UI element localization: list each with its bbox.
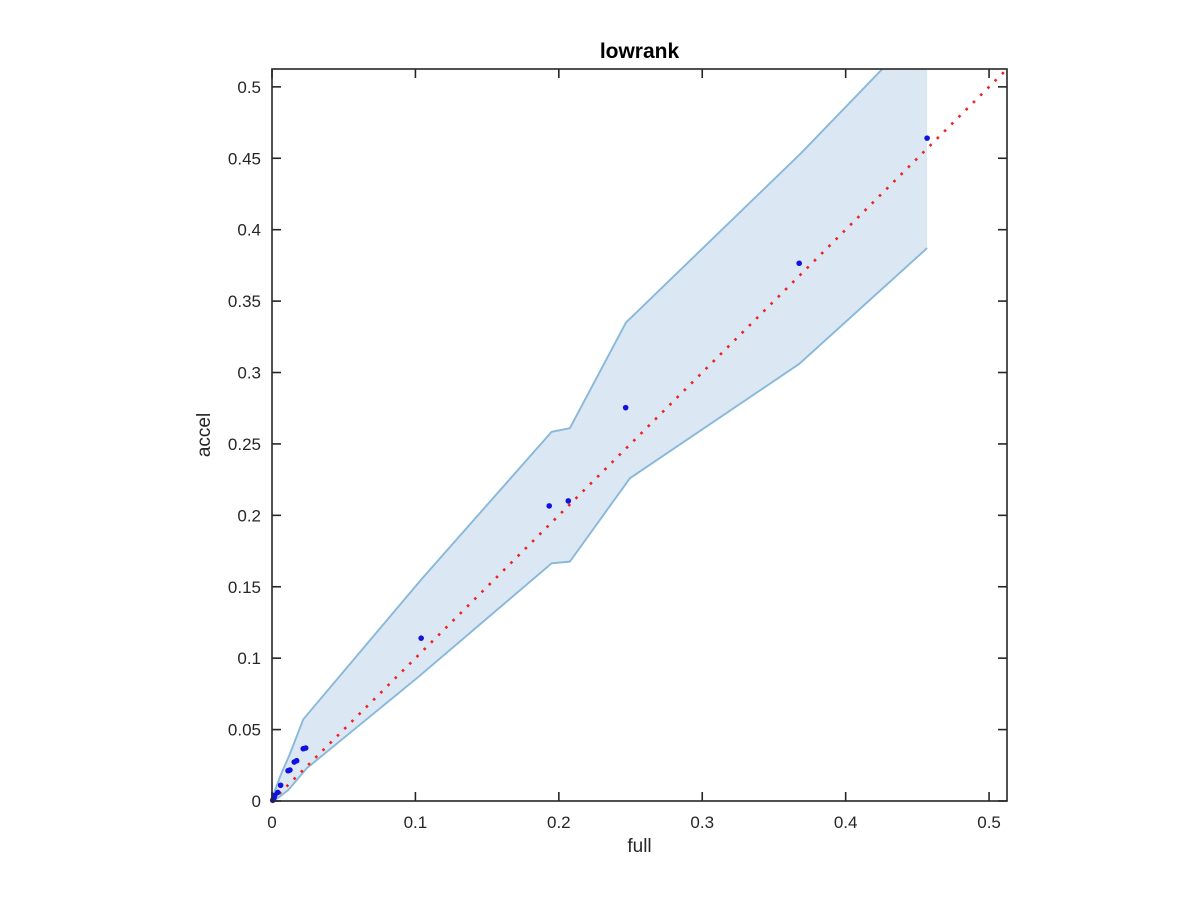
x-tick-label: 0.2 [547, 813, 571, 832]
scatter-point [418, 635, 424, 641]
chart-title: lowrank [599, 40, 680, 63]
band-fill [272, 69, 928, 801]
y-tick-label: 0.4 [237, 221, 261, 240]
confidence-band [272, 69, 928, 801]
x-tick-label: 0.1 [404, 813, 428, 832]
x-tick-label: 0.5 [977, 813, 1001, 832]
y-tick-label: 0.5 [237, 78, 261, 97]
y-tick-label: 0.2 [237, 506, 261, 525]
scatter-point [546, 503, 553, 509]
scatter-point [293, 757, 300, 764]
scatter-point [924, 135, 930, 141]
scatter-point [277, 782, 284, 789]
band-edge [272, 69, 884, 799]
x-axis-label: full [627, 836, 652, 857]
axes-box [271, 68, 1008, 802]
x-tick-label: 0 [267, 813, 276, 832]
scatter-point [274, 789, 281, 796]
y-tick-label: 0.25 [228, 435, 261, 454]
axes: 0 0.1 0.2 0.3 0.4 0.5 0 0.05 0.1 0.15 0.2 0.25 0.3 0.… [228, 68, 1008, 832]
scatter-point [302, 745, 309, 751]
y-tick-label: 0.3 [237, 364, 261, 383]
y-tick-label: 0.1 [237, 649, 261, 668]
y-tick-label: 0.45 [228, 149, 261, 168]
scatter-series [269, 135, 930, 804]
band-edge [272, 247, 928, 801]
scatter-point [796, 260, 802, 267]
scatter-point [565, 498, 572, 504]
x-tick-label: 0.3 [690, 813, 714, 832]
scatter-point [287, 767, 293, 773]
y-tick-label: 0 [252, 792, 261, 811]
y-tick-label: 0.35 [228, 292, 261, 311]
y-tick-label: 0.15 [228, 578, 261, 597]
y-tick-label: 0.05 [228, 721, 261, 740]
scatter-point [622, 404, 629, 411]
x-tick-label: 0.4 [834, 813, 858, 832]
